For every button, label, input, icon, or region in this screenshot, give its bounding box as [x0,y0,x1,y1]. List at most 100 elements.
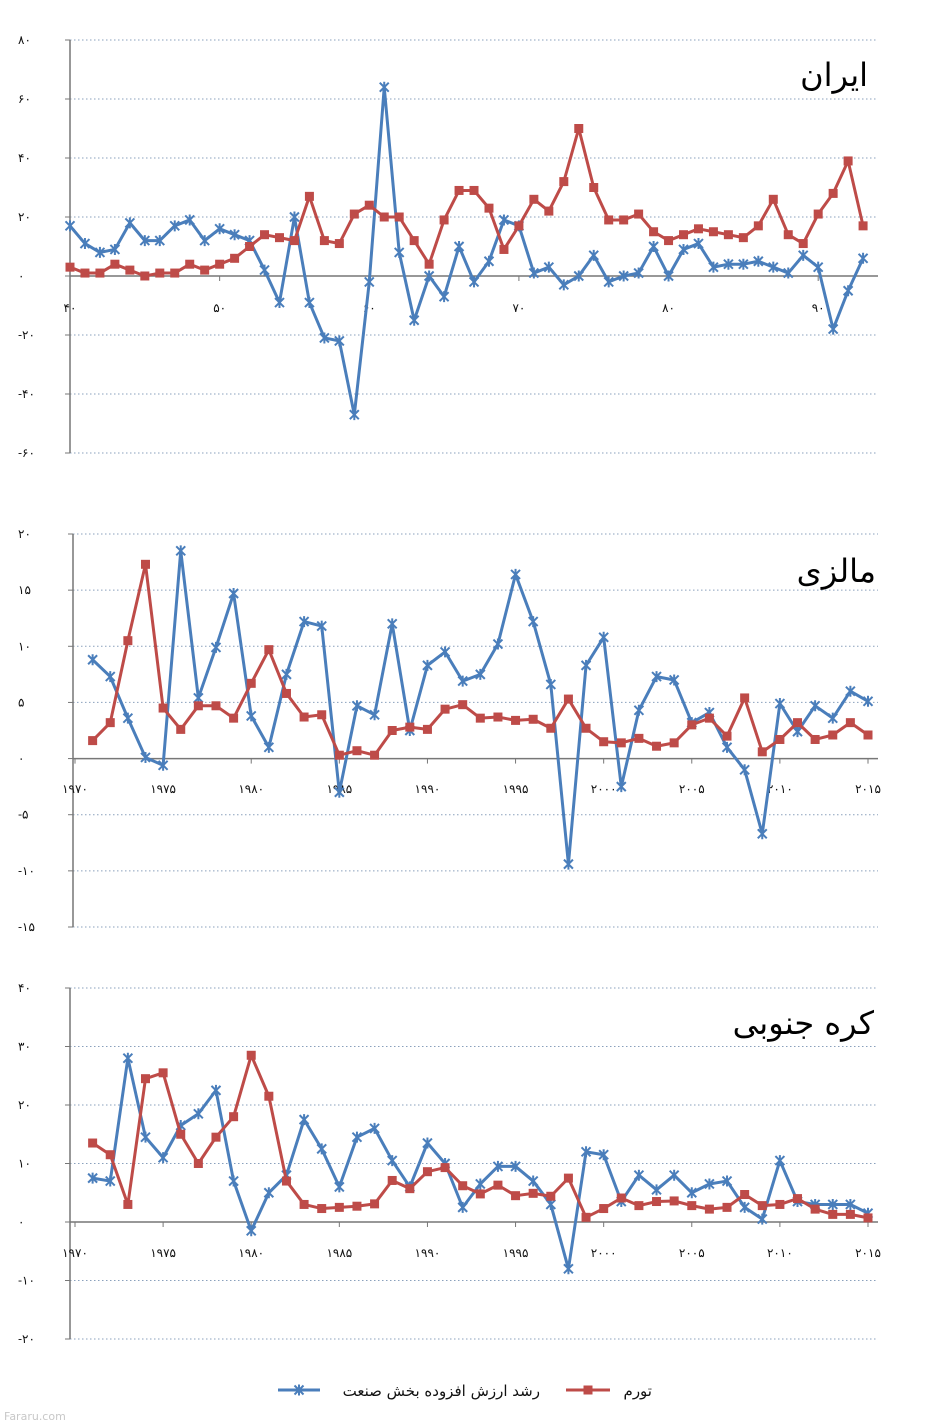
y-tick-label: -۱۰ [18,1274,35,1288]
data-point [422,1137,433,1149]
data-point [422,1167,432,1177]
data-point [438,291,450,303]
data-point [863,1213,873,1223]
series-industry-growth [87,545,874,870]
legend-marker [293,1384,305,1396]
data-point [422,659,433,671]
data-point [200,265,210,275]
series-line [91,549,869,866]
data-point [722,1202,732,1212]
data-point [544,206,554,216]
data-point [793,718,803,728]
data-point [125,265,135,275]
x-tick-label: ۲۰۱۰ [767,1246,793,1260]
y-tick-label: ۲۰ [18,210,31,224]
series-line [69,127,865,278]
data-point [792,726,803,738]
data-point [649,227,659,237]
data-point [722,731,732,741]
x-tick-label: ۲۰۰۰ [591,1246,617,1260]
x-tick-label: ۱۹۷۰ [62,1246,88,1260]
data-point [843,156,853,166]
data-point [616,738,626,748]
data-point [458,1181,468,1191]
data-point [246,1050,256,1060]
data-point [264,645,274,655]
data-point [619,215,629,225]
data-point [483,255,495,267]
panel-title: ایران [800,56,868,94]
data-point [185,259,195,269]
data-point [229,713,239,723]
data-point [687,720,697,730]
data-point [298,1114,310,1126]
data-point [774,1155,786,1167]
x-tick-label: ۴۰ [64,301,77,315]
data-point [648,241,659,252]
x-tick-label: ۱۹۹۰ [415,1246,441,1260]
data-point [140,1074,150,1084]
data-point [862,695,874,707]
data-point [511,715,521,725]
x-tick-label: ۱۹۹۵ [503,1246,529,1260]
data-point [193,1108,204,1120]
data-point [563,1263,574,1275]
data-point [65,262,75,272]
data-point [274,233,284,243]
data-point [493,712,503,722]
data-point [484,203,494,213]
legend-item-inflation: تورم [566,1382,652,1400]
data-point [634,209,644,219]
data-point [80,268,90,278]
data-point [475,1178,486,1190]
x-tick-label: ۲۰۱۵ [855,1246,881,1260]
data-point [386,1155,398,1167]
panel-title: کره جنوبی [733,1004,875,1042]
data-point [176,1129,186,1139]
x-tick-label: ۷۰ [512,301,525,315]
data-point [210,641,222,653]
data-point [364,276,375,288]
data-point [740,693,750,703]
x-tick-label: ۹۰ [812,301,825,315]
data-point [757,1201,767,1211]
data-point [845,1198,856,1210]
x-tick-label: ۱۹۸۰ [238,1246,264,1260]
data-point [289,211,300,223]
data-point [140,751,151,763]
y-tick-label: -۶۰ [18,446,35,460]
data-point [263,741,275,753]
data-point [88,1138,98,1148]
data-point [798,249,809,261]
data-point [246,710,257,722]
data-point [563,858,574,870]
data-point [440,704,450,714]
data-point [458,700,468,710]
data-point [588,249,599,261]
data-point [440,1163,450,1173]
data-point [387,1175,397,1185]
data-point [768,261,779,273]
data-point [863,730,873,740]
y-tick-label: ۰ [18,1215,24,1229]
data-point [122,1052,134,1064]
data-point [123,1199,133,1209]
data-point [738,258,749,270]
data-point [298,616,310,628]
data-point [105,671,116,683]
data-point [599,1204,609,1214]
y-tick-label: ۱۰ [18,639,31,653]
data-point [757,747,767,757]
data-point [105,1150,115,1160]
data-point [768,194,778,204]
data-point [669,1196,679,1206]
data-point [334,1202,344,1212]
data-point [281,1176,291,1186]
data-point [334,239,344,249]
data-point [828,1209,838,1219]
x-tick-label: ۱۹۸۰ [238,782,264,796]
data-point [274,297,285,309]
data-point [169,220,180,232]
data-point [757,1213,768,1225]
data-point [664,236,674,246]
